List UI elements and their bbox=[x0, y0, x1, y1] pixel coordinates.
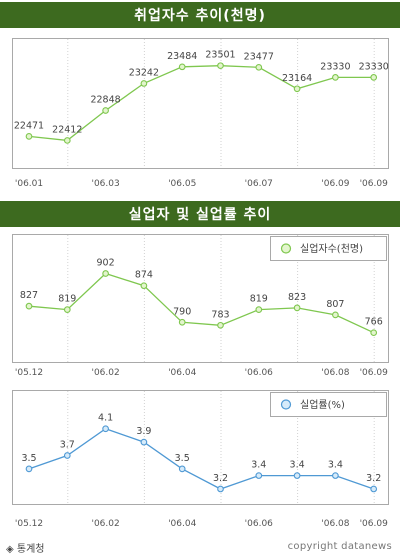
employment-data-label: 23164 bbox=[282, 73, 312, 84]
employment-chart: '06.01 '06.03 '06.05 '06.07 '06.09 '06.09 2247… bbox=[0, 30, 400, 195]
employment-data-point bbox=[25, 133, 33, 140]
employment-chart-title: 취업자수 추이(천명) bbox=[0, 2, 400, 28]
unemployed-x-tick-label: '06.09 bbox=[360, 368, 389, 378]
unemployed-data-point bbox=[25, 302, 33, 310]
source-text: 통계청 bbox=[16, 544, 45, 555]
rate-data-point bbox=[332, 472, 339, 479]
unemployment-chart-title: 실업자 및 실업률 추이 bbox=[0, 201, 400, 227]
unemployed-data-point bbox=[178, 318, 186, 326]
unemployed-data-point bbox=[102, 270, 109, 277]
rate-data-label: 3.9 bbox=[136, 426, 151, 437]
rate-x-tick-label: '06.06 bbox=[245, 519, 274, 529]
rate-data-point bbox=[25, 465, 33, 473]
unemployed-x-tick-label: '05.12 bbox=[15, 368, 43, 378]
unemployment-rate-chart: '05.12 '06.02 '06.04 '06.06 '06.08 '06.09 3.5 3… bbox=[0, 386, 400, 535]
unemployment-rate-chart-svg: '05.12 '06.02 '06.04 '06.06 '06.08 '06.09 3.5 3… bbox=[12, 390, 389, 529]
employment-data-label: 22412 bbox=[52, 124, 82, 135]
unemployed-data-label: 827 bbox=[20, 290, 38, 301]
rate-data-point bbox=[370, 485, 378, 493]
rate-data-label: 3.4 bbox=[290, 460, 305, 471]
employment-plot-frame bbox=[12, 38, 389, 169]
rate-data-label: 3.2 bbox=[213, 473, 228, 484]
rate-x-tick-label: '06.04 bbox=[168, 519, 197, 529]
unemployed-data-point bbox=[217, 321, 224, 329]
unemployed-data-point bbox=[370, 329, 378, 337]
rate-x-tick-label: '06.02 bbox=[91, 519, 119, 529]
employment-data-label: 23330 bbox=[320, 61, 350, 72]
source-note: ◈ 통계청 bbox=[6, 540, 45, 555]
unemployed-data-label: 790 bbox=[173, 306, 191, 317]
unemployed-x-tick-label: '06.06 bbox=[245, 368, 274, 378]
rate-data-point bbox=[217, 485, 224, 493]
employment-data-label: 22471 bbox=[14, 120, 44, 131]
rate-data-point bbox=[255, 472, 263, 479]
unemployed-x-tick-label: '06.02 bbox=[91, 368, 119, 378]
employment-data-label: 23330 bbox=[359, 61, 389, 72]
employment-x-tick-label: '06.01 bbox=[15, 179, 43, 189]
unemployed-count-chart: '05.12 '06.02 '06.04 '06.06 '06.08 '06.09 827 8… bbox=[0, 229, 400, 386]
rate-x-tick-label: '05.12 bbox=[15, 519, 43, 529]
unemployed-data-point bbox=[332, 311, 339, 319]
employment-data-point bbox=[178, 63, 186, 71]
unemployed-x-tick-label: '06.08 bbox=[321, 368, 350, 378]
employment-data-point bbox=[140, 80, 148, 87]
unemployed-legend-label: 실업자수(천명) bbox=[300, 242, 363, 255]
rate-data-label: 3.2 bbox=[366, 473, 381, 484]
rate-data-label: 3.5 bbox=[21, 453, 36, 464]
unemployed-data-label: 783 bbox=[211, 309, 229, 320]
unemployed-data-label: 902 bbox=[97, 258, 115, 269]
employment-data-label: 23501 bbox=[205, 50, 235, 61]
rate-data-label: 3.4 bbox=[328, 460, 343, 471]
rate-legend-label: 실업률(%) bbox=[300, 398, 345, 411]
employment-x-tick-label: '06.05 bbox=[168, 179, 196, 189]
unemployed-data-label: 819 bbox=[250, 294, 268, 305]
unemployed-count-chart-svg: '05.12 '06.02 '06.04 '06.06 '06.08 '06.09 827 8… bbox=[12, 234, 389, 378]
employment-data-point bbox=[255, 63, 263, 71]
rate-data-point bbox=[178, 465, 186, 473]
rate-data-label: 4.1 bbox=[98, 413, 113, 424]
copyright-text: copyright datanews bbox=[287, 541, 392, 552]
employment-chart-svg: '06.01 '06.03 '06.05 '06.07 '06.09 '06.09 2247… bbox=[12, 38, 389, 189]
diamond-bullet-icon: ◈ bbox=[6, 544, 14, 555]
employment-data-point bbox=[63, 137, 71, 144]
unemployed-x-tick-label: '06.04 bbox=[168, 368, 197, 378]
unemployed-data-label: 819 bbox=[58, 294, 76, 305]
unemployed-series-line bbox=[28, 272, 374, 334]
unemployed-data-point bbox=[255, 306, 263, 313]
employment-data-label: 23484 bbox=[167, 51, 197, 62]
employment-data-point bbox=[102, 107, 109, 114]
unemployed-data-label: 874 bbox=[135, 270, 153, 281]
employment-x-tick-label: '06.09 bbox=[321, 179, 350, 189]
employment-data-label: 23242 bbox=[129, 67, 159, 78]
rate-data-label: 3.7 bbox=[60, 440, 75, 451]
rate-series-line bbox=[28, 427, 374, 490]
rate-x-tick-label: '06.09 bbox=[360, 519, 389, 529]
employment-x-tick-label: '06.09 bbox=[360, 179, 389, 189]
unemployed-data-point bbox=[63, 306, 71, 313]
rate-data-label: 3.4 bbox=[251, 460, 266, 471]
employment-data-label: 22848 bbox=[90, 95, 120, 106]
rate-legend-marker-icon bbox=[280, 399, 292, 410]
rate-data-label: 3.5 bbox=[175, 453, 190, 464]
rate-data-point bbox=[63, 452, 71, 459]
employment-data-point bbox=[217, 62, 224, 70]
employment-x-tick-label: '06.03 bbox=[91, 179, 119, 189]
rate-data-point bbox=[293, 472, 301, 479]
rate-x-tick-label: '06.08 bbox=[321, 519, 350, 529]
employment-data-point bbox=[332, 74, 339, 81]
employment-series-line bbox=[28, 65, 374, 142]
rate-data-point bbox=[140, 438, 148, 446]
unemployed-data-point bbox=[293, 304, 301, 312]
unemployed-legend-marker-icon bbox=[280, 243, 292, 254]
employment-data-label: 23477 bbox=[244, 51, 274, 62]
unemployed-data-label: 766 bbox=[365, 317, 383, 328]
unemployed-data-point bbox=[140, 282, 148, 290]
employment-data-point bbox=[370, 74, 378, 81]
employment-x-tick-label: '06.07 bbox=[245, 179, 273, 189]
unemployed-data-label: 807 bbox=[326, 299, 344, 310]
employment-data-point bbox=[293, 85, 301, 93]
unemployed-data-label: 823 bbox=[288, 292, 306, 303]
rate-data-point bbox=[102, 425, 109, 433]
